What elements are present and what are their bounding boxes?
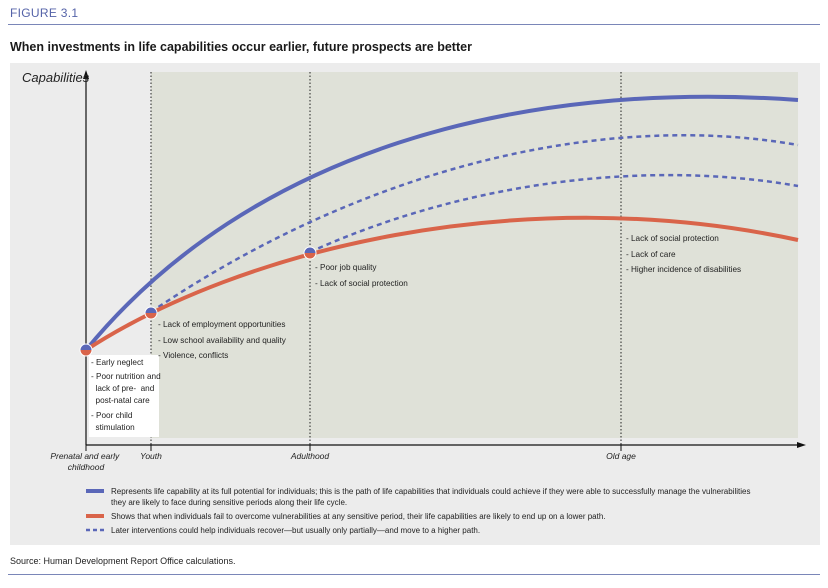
prenatal-vulnerability-box [89,355,159,437]
x-axis-arrow [797,442,806,448]
stage-label-prenatal: Prenatal and early childhood [50,451,121,472]
marker-adulthood [303,246,317,260]
legend-text-recovery: Later interventions could help individua… [111,526,480,535]
stage-label-youth: Youth [140,451,162,461]
marker-youth [144,306,158,320]
bottom-rule [8,574,820,575]
figure-label: FIGURE 3.1 [10,6,79,20]
stage-label-oldage: Old age [606,451,636,461]
y-axis-label: Capabilities [22,70,90,85]
top-rule [8,24,820,25]
post-youth-shade [151,72,798,438]
full-potential-curve [84,94,799,352]
y-axis-arrow [83,70,89,79]
oldage-vulnerabilities: - Lack of social protection - Lack of ca… [626,234,741,274]
marker-prenatal [79,343,93,357]
figure-title: When investments in life capabilities oc… [10,40,472,54]
legend-text-full-potential: Represents life capability at its full p… [111,487,753,507]
stage-label-adulthood: Adulthood [290,451,330,461]
recovery-curve-lower [309,173,799,254]
source-note: Source: Human Development Report Office … [10,556,236,566]
adulthood-vulnerabilities: - Poor job quality - Lack of social prot… [315,263,408,288]
lower-path-curve [84,215,799,352]
legend-text-lower-path: Shows that when individuals fail to over… [111,512,606,521]
recovery-curve-upper [150,133,799,314]
youth-vulnerabilities: - Lack of employment opportunities - Low… [158,320,288,360]
prenatal-vulnerabilities: - Early neglect - Poor nutrition and lac… [0,0,172,432]
